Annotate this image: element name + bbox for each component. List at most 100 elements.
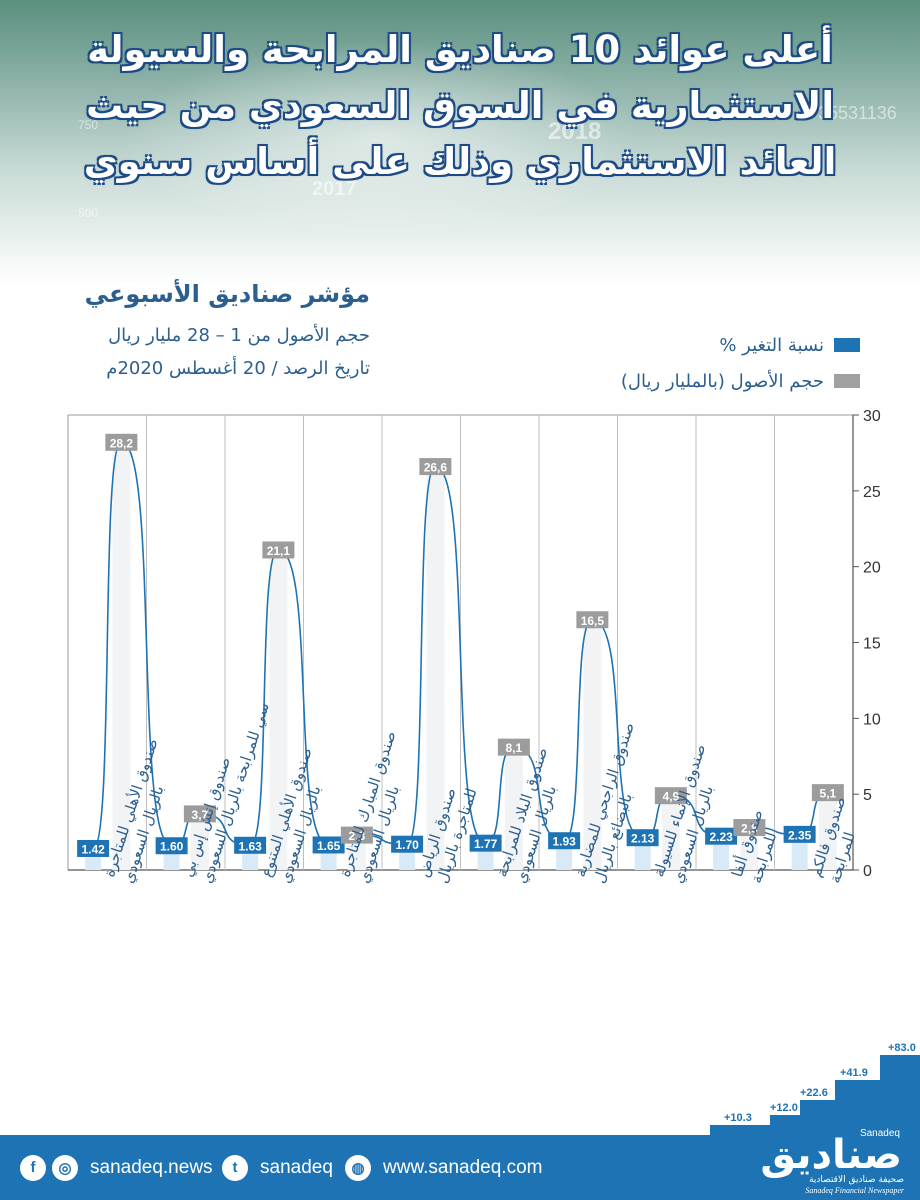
change-base-bar <box>791 834 808 870</box>
change-value-label: 2.13 <box>631 832 655 846</box>
observation-date-text: تاريخ الرصد / 20 أغسطس 2020م <box>106 358 370 379</box>
change-value-label-box <box>626 829 659 847</box>
social-handle-link[interactable]: sanadeq.news <box>90 1156 213 1178</box>
logo-tagline-english: Sanadeq Financial Newspaper <box>805 1186 904 1195</box>
bg-number-500: 500 <box>78 206 99 220</box>
y-tick-label: 5 <box>863 787 872 804</box>
asset-column <box>426 466 445 870</box>
asset-value-label: 5,1 <box>820 787 837 801</box>
asset-value-label: 4,9 <box>663 790 680 804</box>
legend-item-change: نسبة التغير % <box>560 327 860 363</box>
logo-english: Sanadeq <box>859 1128 900 1139</box>
change-value-label-box <box>548 832 581 850</box>
stair-label-4: +41.9 <box>840 1067 868 1079</box>
y-tick-label: 20 <box>863 560 881 577</box>
facebook-icon[interactable]: f <box>20 1154 46 1181</box>
stair-label-3: +22.6 <box>800 1087 828 1099</box>
stair-step-4 <box>835 1080 880 1135</box>
asset-value-label-box <box>262 541 295 559</box>
legend-label-change: نسبة التغير % <box>719 334 824 356</box>
asset-value-label: 2,3 <box>349 829 366 843</box>
chart-svg: 0 5 10 15 20 25 30 1.42 28,2 1.60 3,7 1.63 21,1 1.65 2… <box>67 408 881 886</box>
asset-value-label-box <box>105 433 138 451</box>
y-tick-label: 30 <box>863 408 881 425</box>
asset-column <box>112 442 131 870</box>
asset-value-label: 3,7 <box>192 808 209 822</box>
asset-column <box>504 747 523 870</box>
asset-value-label: 28,2 <box>110 436 134 450</box>
asset-value-label-box <box>576 611 609 629</box>
y-tick-label: 0 <box>863 863 872 880</box>
change-value-label: 2.35 <box>788 828 812 842</box>
change-value-label: 2.23 <box>709 830 733 844</box>
asset-value-label-box <box>340 826 373 844</box>
y-tick-label: 15 <box>863 636 881 653</box>
stair-label-2: +12.0 <box>770 1102 798 1114</box>
y-tick-label: 10 <box>863 711 881 728</box>
header-banner: 750 500 2018 2017 35531136 <box>0 0 920 285</box>
stair-step-5 <box>880 1055 920 1135</box>
change-value-label: 1.63 <box>238 839 262 853</box>
growth-stairs-graphic: +10.3 +12.0 +22.6 +41.9 +83.0 <box>700 1040 920 1135</box>
asset-value-label-box <box>733 819 766 837</box>
asset-value-label: 8,1 <box>506 741 523 755</box>
asset-column <box>347 835 366 870</box>
stair-label-1: +10.3 <box>724 1112 752 1124</box>
change-value-label-box <box>234 836 267 854</box>
asset-value-label-box <box>497 738 530 756</box>
logo-arabic: صناديق <box>760 1132 902 1178</box>
social-links: f ◎ sanadeq.news <box>20 1135 213 1200</box>
legend-swatch-blue <box>834 338 860 352</box>
change-value-label: 1.42 <box>81 842 105 856</box>
logo-tagline-arabic: صحيفة صناديق الاقتصادية <box>809 1175 904 1185</box>
change-value-label: 1.77 <box>474 837 498 851</box>
asset-column <box>740 827 759 870</box>
globe-icon[interactable]: ◍ <box>345 1154 371 1181</box>
y-tick-label: 25 <box>863 484 881 501</box>
chart-subtitle: مؤشر صناديق الأسبوعي <box>84 280 370 308</box>
asset-column <box>269 549 288 870</box>
website-link: ◍ www.sanadeq.com <box>345 1135 542 1200</box>
stair-label-5: +83.0 <box>888 1042 916 1054</box>
asset-column <box>583 619 602 870</box>
asset-value-label-box <box>419 458 452 476</box>
asset-column <box>818 792 837 870</box>
change-value-label-box <box>469 834 502 852</box>
main-title: أعلى عوائد 10 صناديق المرابحة والسيولة ا… <box>83 28 837 183</box>
twitter-link: t sanadeq <box>222 1135 333 1200</box>
website-url-link[interactable]: www.sanadeq.com <box>383 1156 543 1178</box>
legend-label-assets: حجم الأصول (بالمليار ريال) <box>620 370 824 392</box>
bg-year-2018: 2018 <box>548 118 602 145</box>
twitter-icon[interactable]: t <box>222 1154 248 1181</box>
change-value-label-box <box>705 827 738 845</box>
change-value-label: 1.93 <box>552 835 576 849</box>
bg-ticker-number: 35531136 <box>818 103 897 123</box>
twitter-handle-link[interactable]: sanadeq <box>260 1156 333 1178</box>
stair-step-1 <box>710 1125 770 1135</box>
change-value-label-box <box>77 839 110 857</box>
change-value-label-box <box>391 835 424 853</box>
asset-value-label: 21,1 <box>267 544 291 558</box>
asset-column <box>190 813 209 870</box>
instagram-icon[interactable]: ◎ <box>52 1154 78 1181</box>
change-value-label-box <box>783 825 816 843</box>
asset-value-label-box <box>183 805 216 823</box>
asset-column <box>661 795 680 870</box>
change-value-label-box <box>155 837 188 855</box>
footer-bar: f ◎ sanadeq.news t sanadeq ◍ www.sanadeq… <box>0 1135 920 1200</box>
assets-range-text: حجم الأصول من 1 – 28 مليار ريال <box>108 325 370 346</box>
change-value-label: 1.65 <box>317 839 341 853</box>
legend-item-assets: حجم الأصول (بالمليار ريال) <box>560 363 860 399</box>
change-value-label: 1.70 <box>395 838 419 852</box>
header-glow <box>120 40 640 240</box>
bg-number-750: 750 <box>78 118 99 132</box>
chart-legend: نسبة التغير % حجم الأصول (بالمليار ريال) <box>560 327 860 399</box>
change-value-label-box <box>312 836 345 854</box>
bg-year-2017: 2017 <box>312 178 357 200</box>
legend-swatch-gray <box>834 374 860 388</box>
change-value-label: 1.60 <box>160 840 184 854</box>
asset-value-label: 26,6 <box>424 461 448 475</box>
asset-value-label-box <box>811 784 844 802</box>
